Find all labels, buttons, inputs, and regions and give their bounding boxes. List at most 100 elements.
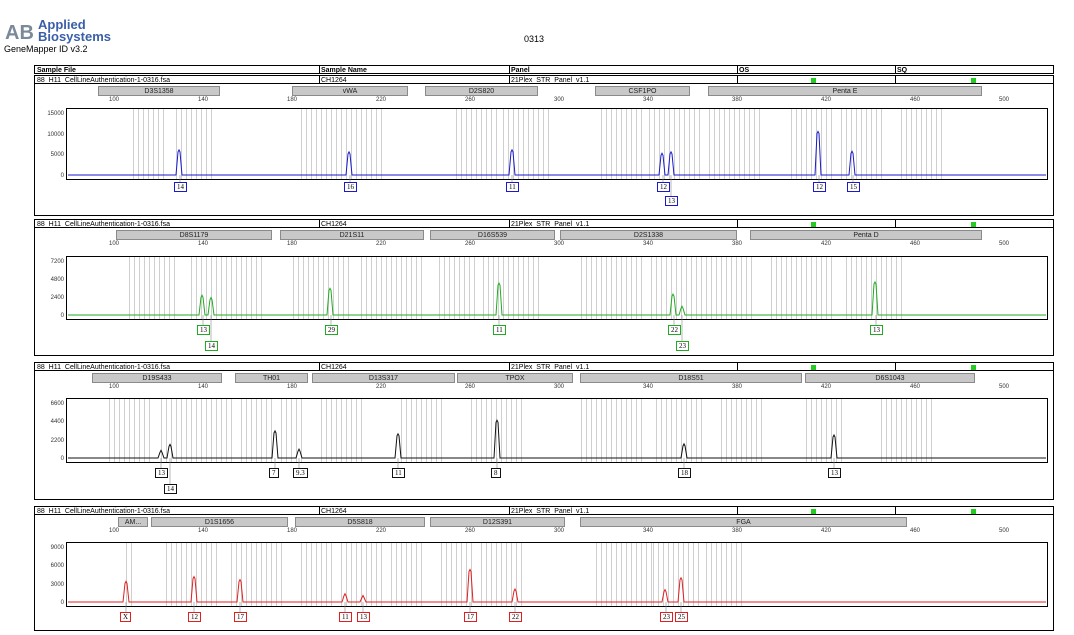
allele-call-label[interactable]: 23	[660, 612, 673, 622]
allele-bin	[356, 399, 357, 462]
sample-file: 88_H11_CellLineAuthentication-1-0316.fsa	[37, 221, 170, 228]
locus-marker[interactable]: TH01	[235, 373, 308, 383]
allele-call-label[interactable]: 23	[676, 341, 689, 351]
allele-call-label[interactable]: 8	[491, 468, 501, 478]
allele-bin	[331, 109, 332, 179]
allele-call-label[interactable]: 11	[339, 612, 352, 622]
allele-bin	[426, 399, 427, 462]
locus-marker[interactable]: D2S820	[425, 86, 538, 96]
document-title: 0313	[524, 34, 545, 44]
allele-call-label[interactable]: 9.3	[293, 468, 308, 478]
locus-marker[interactable]: D2S1338	[560, 230, 737, 240]
allele-bin	[916, 399, 917, 462]
y-tick-label: 6000	[50, 563, 64, 570]
allele-call-label[interactable]: 13	[357, 612, 370, 622]
allele-bin	[206, 399, 207, 462]
allele-bin	[528, 257, 529, 319]
allele-bin	[501, 543, 502, 606]
allele-bin	[801, 257, 802, 319]
allele-bin	[461, 109, 462, 179]
allele-bin	[616, 109, 617, 179]
sample-panel-frame	[34, 362, 1054, 500]
allele-call-label[interactable]: 29	[325, 325, 338, 335]
allele-bin	[611, 257, 612, 319]
allele-call-label[interactable]: 15	[847, 182, 860, 192]
allele-bin	[406, 543, 407, 606]
allele-bin	[326, 399, 327, 462]
locus-marker[interactable]: AM...	[118, 517, 148, 527]
allele-call-label[interactable]: 12	[813, 182, 826, 192]
col-panel: Panel	[511, 67, 530, 74]
allele-bin	[216, 399, 217, 462]
allele-bin	[626, 109, 627, 179]
allele-bin	[191, 109, 192, 179]
allele-call-label[interactable]: 14	[164, 484, 177, 494]
allele-bin	[736, 399, 737, 462]
allele-bin	[166, 543, 167, 606]
allele-call-label[interactable]: 25	[675, 612, 688, 622]
allele-bin	[673, 543, 674, 606]
allele-call-label[interactable]: 18	[678, 468, 691, 478]
allele-bin	[241, 399, 242, 462]
locus-marker[interactable]: D6S1043	[805, 373, 975, 383]
allele-call-label[interactable]: 11	[392, 468, 405, 478]
allele-bin	[181, 399, 182, 462]
x-tick-label: 100	[108, 384, 119, 390]
y-tick-label: 2200	[50, 437, 64, 444]
allele-call-label[interactable]: 16	[344, 182, 357, 192]
allele-call-label[interactable]: 13	[197, 325, 210, 335]
electropherogram-plot[interactable]	[66, 542, 1048, 607]
allele-call-label[interactable]: 17	[234, 612, 247, 622]
allele-call-label[interactable]: 14	[174, 182, 187, 192]
locus-marker[interactable]: D13S317	[312, 373, 455, 383]
x-tick-label: 100	[108, 97, 119, 103]
allele-bin	[161, 399, 162, 462]
allele-bin	[631, 543, 632, 606]
locus-marker[interactable]: D3S1358	[98, 86, 220, 96]
allele-call-label[interactable]: 13	[665, 196, 678, 206]
locus-marker[interactable]: D8S1179	[116, 230, 272, 240]
locus-marker[interactable]: CSF1PO	[595, 86, 690, 96]
allele-call-label[interactable]: 14	[205, 341, 218, 351]
allele-bin	[881, 109, 882, 179]
allele-call-label[interactable]: 13	[155, 468, 168, 478]
allele-bin	[366, 543, 367, 606]
locus-marker[interactable]: TPOX	[457, 373, 573, 383]
allele-call-label[interactable]: 13	[870, 325, 883, 335]
locus-marker[interactable]: Penta E	[708, 86, 982, 96]
electropherogram-plot[interactable]	[66, 398, 1048, 463]
allele-call-label[interactable]: 13	[828, 468, 841, 478]
allele-bin	[523, 257, 524, 319]
allele-call-label[interactable]: 17	[464, 612, 477, 622]
allele-bin	[143, 109, 144, 179]
allele-call-label[interactable]: 22	[509, 612, 522, 622]
locus-marker[interactable]: D1S1656	[151, 517, 288, 527]
allele-bin	[731, 399, 732, 462]
allele-bin	[601, 109, 602, 179]
allele-bin	[138, 109, 139, 179]
locus-marker[interactable]: D12S391	[430, 517, 565, 527]
allele-bin	[391, 257, 392, 319]
allele-call-label[interactable]: 12	[657, 182, 670, 192]
allele-bin	[856, 109, 857, 179]
allele-call-label[interactable]: 11	[493, 325, 506, 335]
locus-marker[interactable]: D5S818	[295, 517, 425, 527]
electropherogram-plot[interactable]	[66, 256, 1048, 320]
locus-marker[interactable]: D21S11	[280, 230, 424, 240]
allele-bin	[721, 399, 722, 462]
electropherogram-plot[interactable]	[66, 108, 1048, 180]
locus-marker[interactable]: D16S539	[430, 230, 555, 240]
allele-bin	[286, 399, 287, 462]
locus-marker[interactable]: FGA	[580, 517, 907, 527]
allele-call-label[interactable]: X	[120, 612, 132, 622]
allele-bin	[456, 543, 457, 606]
allele-bin	[221, 399, 222, 462]
allele-call-label[interactable]: 12	[188, 612, 201, 622]
locus-marker[interactable]: D18S51	[580, 373, 802, 383]
allele-call-label[interactable]: 22	[668, 325, 681, 335]
locus-marker[interactable]: vWA	[292, 86, 408, 96]
allele-call-label[interactable]: 11	[506, 182, 519, 192]
locus-marker[interactable]: D19S433	[92, 373, 222, 383]
locus-marker[interactable]: Penta D	[750, 230, 982, 240]
allele-call-label[interactable]: 7	[269, 468, 279, 478]
